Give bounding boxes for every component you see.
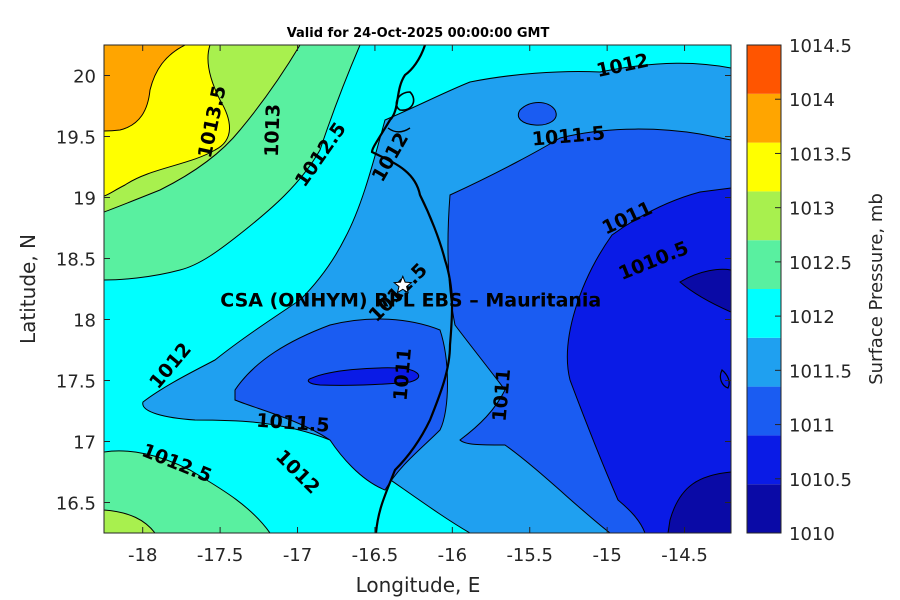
y-tick-label: 18 (73, 311, 96, 332)
contour-label: 1011 (489, 368, 516, 423)
contour-fill-1010.5 (566, 187, 731, 533)
island-outline (387, 127, 411, 133)
x-tick-label: -18 (128, 545, 157, 566)
contour-fill-1011-cell (517, 102, 557, 126)
colorbar-tick-label: 1012.5 (789, 253, 852, 274)
x-tick-label: -15 (592, 545, 621, 566)
y-axis-ticks: 16.5 17 17.5 18 18.5 19 19.5 20 (56, 67, 731, 515)
colorbar-tick-label: 1012 (789, 307, 835, 328)
contour-label: 1011.5 (256, 410, 331, 437)
colorbar-band (747, 142, 781, 192)
contour-fill-1010-south (667, 471, 731, 533)
colorbar-band (747, 191, 781, 241)
colorbar-tick-label: 1014 (789, 90, 835, 111)
colorbar-label: Surface Pressure, mb (866, 193, 887, 385)
colorbar-band (747, 289, 781, 338)
colorbar-band (747, 45, 781, 94)
colorbar-tick-label: 1010.5 (789, 470, 852, 491)
chart-title: Valid for 24-Oct-2025 00:00:00 GMT (287, 26, 550, 41)
colorbar-band (747, 435, 781, 485)
x-tick-label: -17.5 (197, 545, 244, 566)
contour-fill-1014 (104, 45, 186, 132)
y-tick-label: 17 (73, 433, 96, 454)
colorbar-tick-label: 1013.5 (789, 144, 852, 165)
x-tick-label: -16 (438, 545, 467, 566)
plot-frame (103, 44, 732, 534)
x-tick-label: -17 (283, 545, 312, 566)
x-axis-ticks: -18 -17.5 -17 -16.5 -16 -15.5 -15 -14.5 (128, 45, 708, 566)
colorbar-tick-label: 1011.5 (789, 361, 852, 382)
site-star-icon (392, 274, 413, 294)
colorbar-frame (746, 44, 782, 534)
contour-fill-1010.5-west (307, 367, 420, 386)
island-outline (395, 91, 415, 111)
colorbar-tick-label: 1010 (789, 524, 835, 545)
y-tick-label: 19.5 (56, 128, 96, 149)
y-tick-label: 20 (73, 67, 96, 88)
y-tick-label: 17.5 (56, 372, 96, 393)
colorbar-band (747, 337, 781, 387)
colorbar-band (747, 240, 781, 289)
x-tick-label: -16.5 (352, 545, 399, 566)
x-tick-label: -14.5 (661, 545, 708, 566)
colorbar-tick-label: 1013 (789, 199, 835, 220)
contour-fill-1010 (679, 268, 731, 313)
site-marker-layer: CSA (ONHYM) RPL EBS – Mauritania (220, 274, 601, 311)
y-tick-label: 16.5 (56, 494, 96, 515)
contour-label: 1011 (390, 347, 417, 402)
x-tick-label: -15.5 (506, 545, 553, 566)
x-axis-label: Longitude, E (356, 573, 481, 597)
contour-fill-1011-west (234, 318, 448, 491)
colorbar-tick-label: 1014.5 (789, 36, 852, 57)
site-label: CSA (ONHYM) RPL EBS – Mauritania (220, 289, 601, 311)
y-axis-label: Latitude, N (16, 234, 40, 344)
colorbar: 1010 1010.5 1011 1011.5 1012 1012.5 1013 1013.5… (746, 36, 852, 545)
contour-plot-area (104, 45, 731, 533)
colorbar-band (747, 93, 781, 143)
colorbar-band (747, 386, 781, 436)
y-tick-label: 18.5 (56, 250, 96, 271)
contour-fill-1012.5-south (104, 450, 271, 533)
y-tick-label: 19 (73, 189, 96, 210)
colorbar-band (747, 484, 781, 533)
colorbar-tick-label: 1011 (789, 416, 835, 437)
island-outline (719, 369, 730, 389)
contour-label: 1013 (261, 104, 285, 158)
